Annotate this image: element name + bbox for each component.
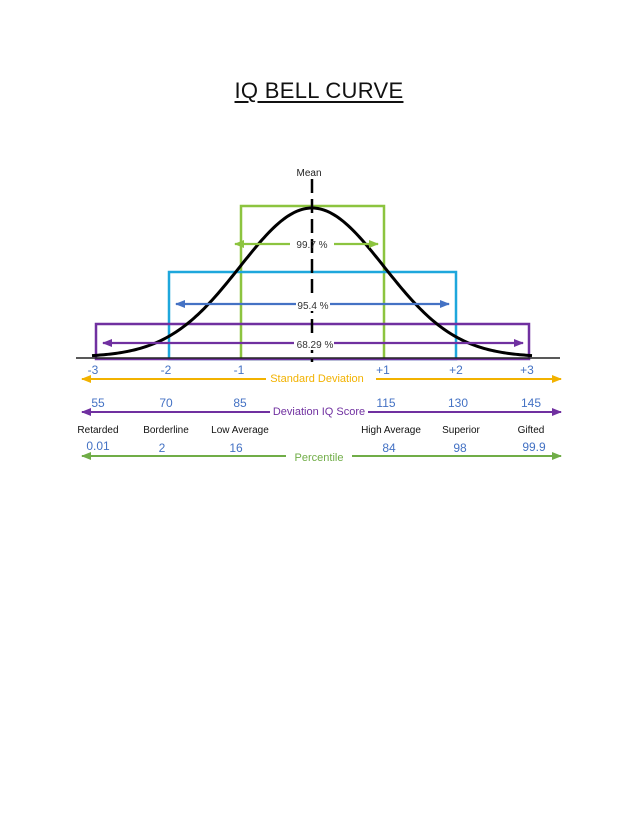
outer-coverage-label-bg xyxy=(294,338,334,350)
percentile-row: 0.01 2 16 84 98 99.9 xyxy=(86,439,546,455)
sd-label: +2 xyxy=(449,363,463,377)
classification-label: High Average xyxy=(361,425,421,436)
percentile-caption: Percentile xyxy=(295,452,344,464)
classification-label: Gifted xyxy=(518,425,545,436)
iq-row: 55 70 85 115 130 145 xyxy=(91,396,541,410)
outer-coverage-label: 68.29 % xyxy=(297,340,334,351)
iq-label: 115 xyxy=(376,396,395,410)
middle-coverage-label: 95.4 % xyxy=(297,301,328,312)
percentile-label: 2 xyxy=(159,441,166,455)
iq-caption: Deviation IQ Score xyxy=(273,406,365,418)
iq-label: 55 xyxy=(91,396,105,410)
classification-label: Borderline xyxy=(143,425,189,436)
classification-label: Superior xyxy=(442,425,480,436)
percentile-label: 84 xyxy=(382,441,396,455)
percentile-label: 0.01 xyxy=(86,439,110,453)
middle-coverage-label-bg xyxy=(296,299,330,311)
sd-label: -3 xyxy=(88,363,99,377)
iq-label: 130 xyxy=(448,396,468,410)
sd-label: -1 xyxy=(234,363,245,377)
iq-label: 70 xyxy=(159,396,173,410)
percentile-label: 98 xyxy=(453,441,467,455)
mean-label: Mean xyxy=(296,168,321,179)
percentile-label: 99.9 xyxy=(522,440,546,454)
classification-label: Retarded xyxy=(77,425,118,436)
iq-label: 145 xyxy=(521,396,541,410)
percentile-label: 16 xyxy=(229,441,243,455)
page-title: IQ BELL CURVE xyxy=(234,78,404,103)
classification-row: Retarded Borderline Low Average High Ave… xyxy=(77,425,544,436)
iq-label: 85 xyxy=(233,396,247,410)
sd-label: +3 xyxy=(520,363,534,377)
sd-label: -2 xyxy=(161,363,172,377)
sd-row: -3 -2 -1 +1 +2 +3 xyxy=(88,363,535,377)
sd-caption: Standard Deviation xyxy=(270,373,364,385)
classification-label: Low Average xyxy=(211,425,269,436)
inner-coverage-label: 99.7 % xyxy=(296,240,327,251)
sd-label: +1 xyxy=(376,363,390,377)
